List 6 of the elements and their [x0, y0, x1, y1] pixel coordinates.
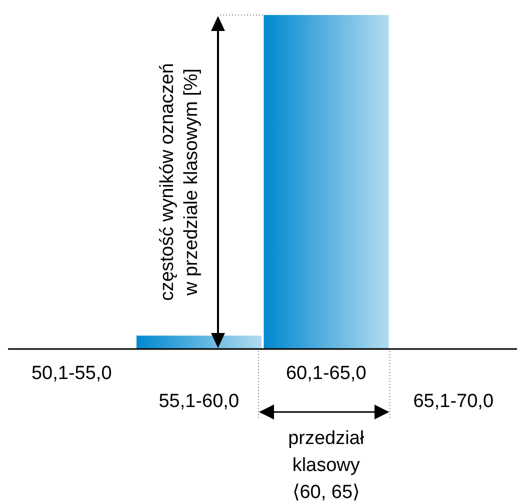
- x-tick-label: 65,1-70,0: [413, 391, 494, 412]
- y-axis-title: częstość wyników oznaczeń w przedziale klasowym [%]: [157, 63, 202, 301]
- x-tick-label: 55,1-60,0: [158, 391, 240, 412]
- text: przedział klasowy ⟨60, 65⟩: [288, 428, 365, 502]
- x-tick-label: 50,1-55,0: [31, 363, 112, 384]
- x-tick-label: 60,1-65,0: [286, 363, 366, 384]
